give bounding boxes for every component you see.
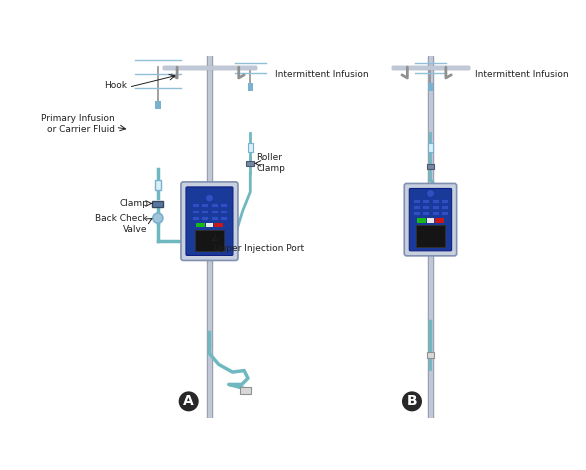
Bar [163,66,255,70]
Text: Roller
Clamp: Roller Clamp [257,153,285,172]
Bar [428,56,433,418]
Bar [152,201,163,206]
Text: A: A [183,394,194,408]
Bar [441,211,448,215]
Bar [195,230,224,251]
Bar [432,205,438,209]
Bar [427,236,434,243]
Text: B: B [407,394,417,408]
Bar [428,83,433,91]
Bar [240,387,251,394]
Bar [429,56,432,418]
Bar [196,223,205,227]
Text: Primary Infusion
or Carrier Fluid: Primary Infusion or Carrier Fluid [41,114,115,134]
FancyBboxPatch shape [181,182,238,260]
Bar [214,223,223,227]
Bar [428,142,433,152]
Bar [392,66,469,69]
Text: Hook: Hook [104,81,127,90]
Bar [423,205,430,209]
Bar [220,216,227,219]
Bar [155,101,161,109]
Bar [417,218,426,223]
Text: Upper Injection Port: Upper Injection Port [214,244,304,253]
Bar [432,199,438,203]
Circle shape [153,213,163,223]
Bar [202,204,208,207]
Bar [210,204,217,207]
Bar [427,218,434,223]
Bar [416,225,445,247]
FancyBboxPatch shape [404,183,456,256]
Bar [202,216,208,219]
Bar [155,180,161,190]
Circle shape [206,194,213,202]
Bar [247,83,253,91]
FancyBboxPatch shape [128,0,188,35]
Text: Back Check
Valve: Back Check Valve [96,214,148,235]
Circle shape [402,392,422,411]
FancyBboxPatch shape [186,187,233,256]
Bar [432,211,438,215]
Bar [207,56,212,418]
Bar [210,210,217,213]
FancyBboxPatch shape [408,0,452,35]
Bar [441,199,448,203]
Circle shape [179,392,199,411]
Bar [220,204,227,207]
Bar [192,216,199,219]
Bar [392,66,469,70]
Bar [192,210,199,213]
Bar [413,205,420,209]
Bar [441,205,448,209]
Bar [208,56,211,418]
Bar [423,211,430,215]
Bar [413,211,420,215]
Bar [423,199,430,203]
FancyBboxPatch shape [229,0,272,35]
Bar [220,210,227,213]
Bar [435,218,444,223]
Text: Clamp: Clamp [120,199,149,208]
Bar [163,66,255,69]
Bar [427,164,434,169]
Bar [413,199,420,203]
FancyBboxPatch shape [409,188,452,251]
Bar [202,210,208,213]
Circle shape [427,189,434,197]
Bar [427,352,434,358]
Bar [247,142,253,152]
Bar [210,216,217,219]
Bar [192,204,199,207]
Circle shape [204,237,212,245]
Text: Intermittent Infusion: Intermittent Infusion [275,70,369,79]
Bar [206,223,213,227]
Bar [247,161,254,166]
Text: Intermittent Infusion: Intermittent Infusion [475,70,569,79]
